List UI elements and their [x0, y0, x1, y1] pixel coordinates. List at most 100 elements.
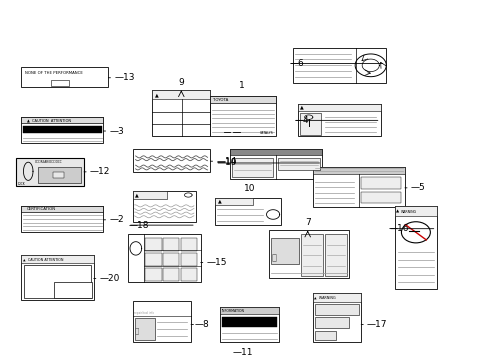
Bar: [220, 307, 278, 342]
Bar: [229, 149, 322, 179]
Text: —6: —6: [288, 59, 304, 68]
Bar: [312, 167, 404, 174]
Text: 🚗: 🚗: [271, 253, 276, 262]
Circle shape: [401, 222, 429, 243]
Text: NONE OF THE PERFORMANCE: NONE OF THE PERFORMANCE: [25, 71, 82, 75]
Bar: [297, 104, 380, 111]
Bar: [24, 265, 91, 298]
Text: ▲: ▲: [135, 192, 139, 197]
Text: —14: —14: [216, 157, 236, 166]
Bar: [21, 117, 103, 143]
Text: —11: —11: [232, 348, 252, 357]
Bar: [360, 177, 401, 189]
Bar: [312, 293, 361, 342]
Text: —17: —17: [366, 320, 386, 329]
Bar: [312, 293, 361, 302]
Text: 7: 7: [304, 218, 310, 227]
Text: —15: —15: [206, 258, 226, 267]
Bar: [144, 268, 161, 281]
Bar: [215, 198, 253, 205]
Text: 10: 10: [243, 184, 255, 193]
Bar: [163, 238, 179, 251]
Text: —13: —13: [114, 73, 134, 82]
Bar: [134, 318, 155, 340]
Text: LOCK: LOCK: [18, 182, 25, 186]
Bar: [394, 206, 436, 289]
Bar: [39, 167, 81, 183]
Text: —4: —4: [293, 116, 308, 125]
Bar: [299, 113, 321, 135]
Bar: [152, 90, 210, 99]
Text: ▲  CAUTION ATTENTION: ▲ CAUTION ATTENTION: [23, 258, 63, 262]
Bar: [300, 234, 322, 276]
Bar: [127, 234, 201, 282]
Text: ▲  CAUTION  ATTENTION: ▲ CAUTION ATTENTION: [27, 118, 71, 122]
Text: —3: —3: [109, 126, 124, 135]
Text: —5: —5: [410, 183, 425, 192]
Bar: [221, 318, 277, 327]
Bar: [312, 167, 404, 207]
Bar: [278, 158, 319, 170]
Text: —8: —8: [194, 320, 209, 329]
Text: ▲: ▲: [154, 92, 158, 97]
Bar: [360, 192, 401, 203]
Text: —2: —2: [109, 215, 123, 224]
Bar: [51, 80, 69, 86]
Bar: [54, 282, 91, 298]
Text: ▲: ▲: [217, 199, 221, 204]
Bar: [180, 253, 197, 266]
Text: —12: —12: [90, 167, 110, 176]
Bar: [21, 117, 103, 123]
Text: ▲  WARNING: ▲ WARNING: [313, 296, 335, 300]
Bar: [292, 48, 385, 83]
Bar: [21, 206, 103, 212]
Bar: [314, 318, 348, 328]
Bar: [215, 198, 281, 225]
Text: 1: 1: [239, 81, 244, 90]
Bar: [231, 158, 272, 176]
Text: —18: —18: [128, 221, 149, 230]
Bar: [229, 149, 322, 156]
Bar: [163, 253, 179, 266]
Bar: [132, 149, 210, 172]
Bar: [16, 158, 84, 186]
Bar: [144, 253, 161, 266]
Bar: [21, 255, 94, 263]
Bar: [220, 307, 278, 314]
Bar: [53, 172, 63, 178]
Bar: [132, 301, 191, 342]
Bar: [210, 95, 276, 103]
Text: 🔧: 🔧: [135, 327, 139, 334]
Bar: [21, 67, 108, 87]
Bar: [180, 268, 197, 281]
Bar: [180, 238, 197, 251]
Bar: [270, 238, 298, 264]
Bar: [132, 192, 167, 199]
Text: WARNING: WARNING: [400, 210, 416, 214]
Bar: [144, 238, 161, 251]
Bar: [163, 268, 179, 281]
Text: OCC/REAR/OCC/OCC: OCC/REAR/OCC/OCC: [35, 160, 62, 164]
Text: —16: —16: [388, 224, 408, 233]
Bar: [23, 126, 102, 133]
Bar: [152, 90, 210, 136]
Text: TOYOTA: TOYOTA: [212, 98, 228, 102]
Text: 9: 9: [178, 78, 184, 87]
Bar: [132, 192, 196, 222]
Text: —19: —19: [216, 158, 236, 167]
Bar: [210, 95, 276, 136]
Text: —20: —20: [100, 274, 120, 283]
Bar: [21, 206, 103, 232]
Text: ▲: ▲: [395, 210, 399, 213]
Bar: [21, 255, 94, 300]
Bar: [297, 104, 380, 136]
Text: CATALYS: CATALYS: [259, 131, 273, 135]
Bar: [314, 331, 336, 340]
Bar: [314, 304, 359, 315]
Text: CERTIFICATION: CERTIFICATION: [27, 207, 56, 211]
Text: repair/tool info: repair/tool info: [134, 311, 154, 315]
Text: INFORMATION: INFORMATION: [221, 309, 244, 313]
Text: ▲: ▲: [300, 105, 304, 110]
Bar: [394, 206, 436, 216]
Bar: [325, 234, 346, 276]
